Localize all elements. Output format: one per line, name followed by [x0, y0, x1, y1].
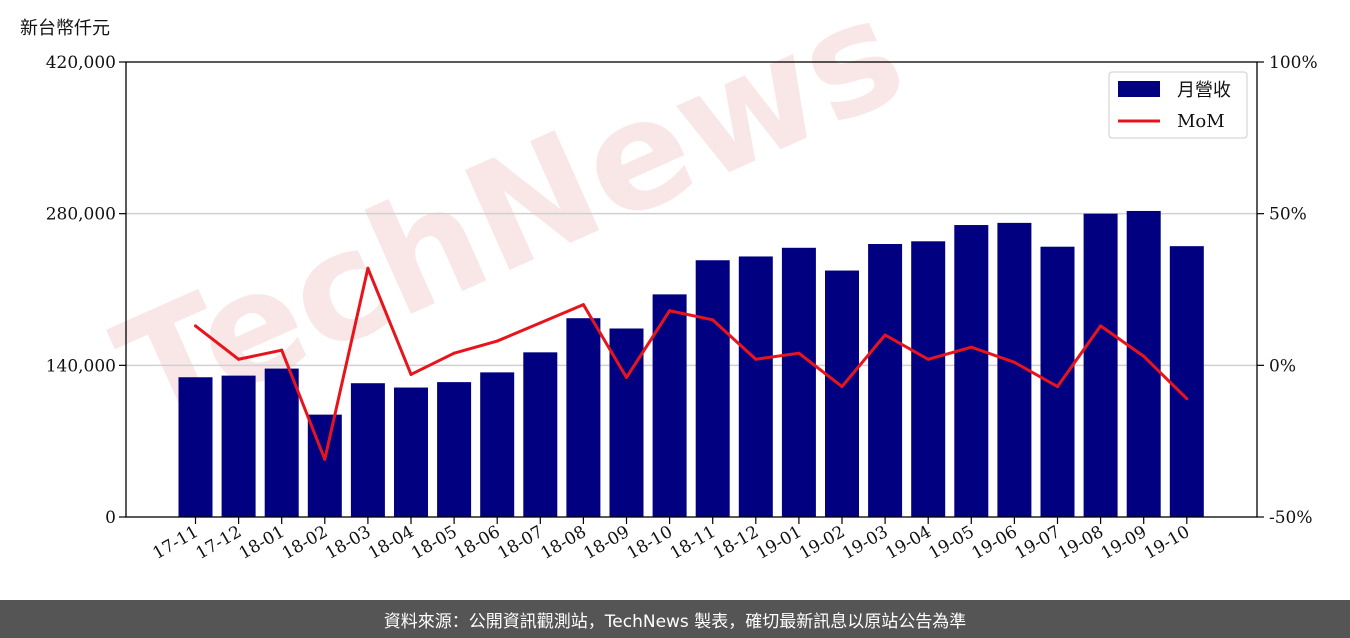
- bar: [1126, 210, 1161, 518]
- x-tick-label: 19-05: [925, 522, 977, 564]
- x-tick-label: 19-09: [1098, 522, 1150, 564]
- x-tick-label: 19-02: [796, 522, 848, 564]
- mom-point: [1012, 360, 1016, 364]
- mom-point: [840, 385, 844, 389]
- mom-point: [409, 372, 413, 376]
- x-tick-label: 18-09: [581, 522, 633, 564]
- mom-point: [1099, 324, 1103, 328]
- y-tick-label-left: 420,000: [46, 53, 116, 73]
- bar: [954, 225, 989, 517]
- x-tick-label: 18-04: [365, 522, 417, 564]
- bar: [221, 375, 256, 517]
- bar: [781, 247, 816, 517]
- mom-point: [366, 266, 370, 270]
- x-tick-label: 18-08: [537, 522, 589, 564]
- bar-series-monthly-revenue: [178, 210, 1204, 518]
- mom-point: [452, 351, 456, 355]
- x-tick-label: 19-04: [882, 522, 934, 564]
- x-tick-label: 19-07: [1012, 522, 1064, 564]
- x-tick-label: 18-06: [451, 522, 503, 564]
- x-tick-label: 19-10: [1141, 522, 1193, 564]
- x-tick-label: 18-11: [667, 522, 719, 564]
- mom-point: [754, 357, 758, 361]
- legend-label-mom: MoM: [1177, 111, 1225, 132]
- plot-frame: [125, 61, 1258, 518]
- mom-point: [926, 357, 930, 361]
- bar: [738, 256, 773, 517]
- bar: [1169, 246, 1204, 517]
- bar: [868, 244, 903, 517]
- y-tick-label-right: 0%: [1269, 356, 1296, 376]
- x-tick-label: 18-10: [624, 522, 676, 564]
- line-series-mom: [194, 266, 1189, 461]
- mom-point: [969, 345, 973, 349]
- mom-point: [1056, 385, 1059, 389]
- mom-point: [495, 339, 499, 343]
- legend-swatch-bar: [1118, 81, 1160, 97]
- bar: [264, 368, 299, 517]
- mom-line: [194, 266, 1188, 461]
- bar: [394, 387, 428, 517]
- x-tick-label: 19-08: [1055, 522, 1107, 564]
- legend: 月營收 MoM: [1108, 71, 1248, 139]
- x-tick-label: 19-03: [839, 522, 891, 564]
- y-tick-label-right: -50%: [1269, 508, 1313, 528]
- x-tick-label: 17-12: [193, 522, 245, 564]
- bar: [178, 377, 213, 517]
- mom-point: [323, 457, 327, 461]
- bar: [566, 318, 601, 517]
- y-unit-label: 新台幣仟元: [20, 18, 110, 39]
- bar: [437, 382, 472, 517]
- mom-point: [668, 309, 672, 313]
- mom-point: [1142, 354, 1146, 358]
- y-tick-label-left: 280,000: [46, 205, 116, 225]
- mom-point: [797, 351, 801, 355]
- mom-point: [711, 318, 715, 322]
- x-tick-label: 18-03: [322, 522, 374, 564]
- source-footer: 資料來源：公開資訊觀測站，TechNews 製表，確切最新訊息以原站公告為準: [0, 600, 1350, 638]
- right-y-axis: -50% 0% 50% 100%: [1257, 53, 1318, 528]
- x-tick-label: 19-01: [753, 522, 805, 564]
- x-tick-label: 18-05: [408, 522, 460, 564]
- left-y-axis: 0 140,000 280,000 420,000: [46, 53, 126, 528]
- mom-point: [280, 348, 284, 352]
- bar: [911, 241, 946, 517]
- x-tick-label: 18-02: [279, 522, 331, 564]
- bar: [825, 270, 859, 517]
- y-tick-label-left: 140,000: [46, 356, 116, 376]
- mom-point: [194, 324, 197, 328]
- y-tick-label-left: 0: [105, 508, 116, 528]
- bar: [1040, 246, 1075, 518]
- mom-point: [625, 375, 628, 379]
- x-tick-label: 18-01: [236, 522, 288, 564]
- bar: [1083, 213, 1118, 517]
- mom-point: [538, 321, 542, 325]
- legend-label-revenue: 月營收: [1177, 80, 1231, 101]
- y-tick-label-right: 50%: [1269, 205, 1307, 225]
- bar: [480, 372, 515, 517]
- bar: [652, 294, 687, 517]
- mom-point: [883, 333, 887, 337]
- mom-point: [237, 357, 241, 361]
- bar: [350, 383, 385, 517]
- x-tick-label: 18-07: [494, 522, 546, 564]
- x-tick-label: 18-12: [710, 522, 762, 564]
- x-tick-label: 17-11: [150, 522, 202, 564]
- mom-point: [581, 303, 585, 307]
- y-tick-label-right: 100%: [1269, 53, 1318, 73]
- x-axis: 17-1117-1218-0118-0218-0318-0418-0518-06…: [150, 517, 1193, 564]
- x-tick-label: 19-06: [968, 522, 1020, 564]
- bar: [695, 260, 730, 517]
- bar: [523, 352, 558, 517]
- mom-point: [1185, 397, 1189, 401]
